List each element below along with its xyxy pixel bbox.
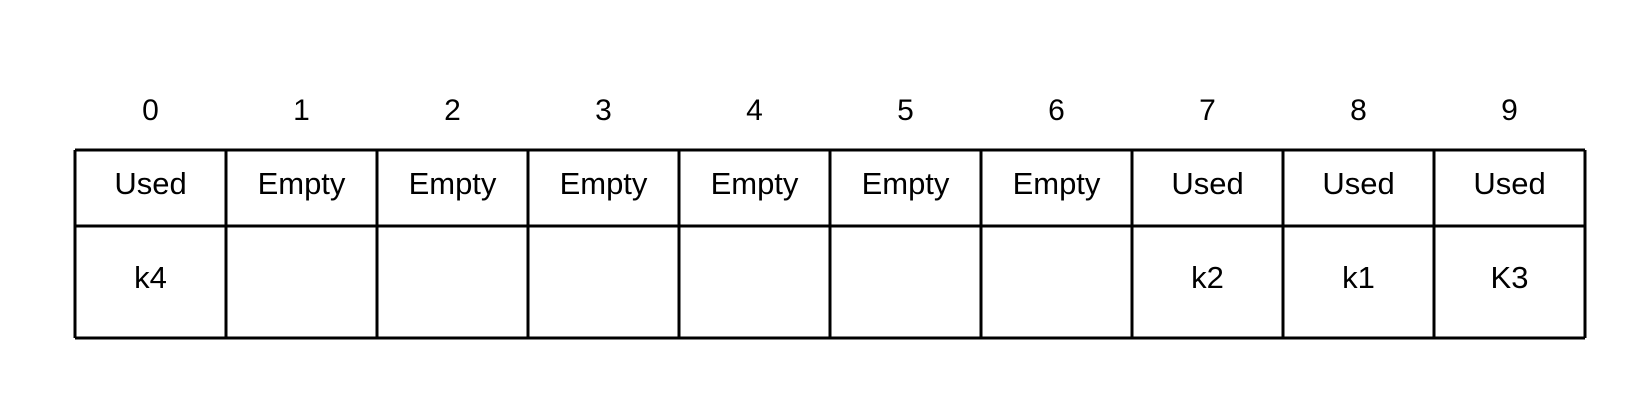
- slot-key-label: k4: [134, 260, 167, 295]
- slot-index-label: 7: [1199, 94, 1216, 127]
- slot-status-label: Used: [114, 166, 186, 201]
- slot-status-label: Used: [1322, 166, 1394, 201]
- slot-index-label: 5: [897, 94, 914, 127]
- index-row: 0 1 2 3 4 5 6 7 8 9: [142, 94, 1518, 127]
- hash-table-cells: Used k4 Empty Empty Empty Empty Empty Empty Used…: [114, 166, 1545, 295]
- slot-index-label: 1: [293, 94, 310, 127]
- slot-status-label: Used: [1473, 166, 1545, 201]
- slot-status-label: Empty: [409, 166, 497, 201]
- slot-index-label: 9: [1501, 94, 1518, 127]
- slot-index-label: 0: [142, 94, 159, 127]
- slot-status-label: Empty: [560, 166, 648, 201]
- slot-index-label: 6: [1048, 94, 1065, 127]
- slot-status-label: Empty: [711, 166, 799, 201]
- slot-status-label: Empty: [862, 166, 950, 201]
- slot-status-label: Empty: [258, 166, 346, 201]
- slot-key-label: k2: [1191, 260, 1224, 295]
- hash-table-grid: [73, 148, 1587, 340]
- slot-index-label: 4: [746, 94, 763, 127]
- slot-index-label: 8: [1350, 94, 1367, 127]
- slot-index-label: 3: [595, 94, 612, 127]
- slot-index-label: 2: [444, 94, 461, 127]
- slot-key-label: K3: [1491, 260, 1529, 295]
- slot-status-label: Used: [1171, 166, 1243, 201]
- slot-key-label: k1: [1342, 260, 1375, 295]
- slot-status-label: Empty: [1013, 166, 1101, 201]
